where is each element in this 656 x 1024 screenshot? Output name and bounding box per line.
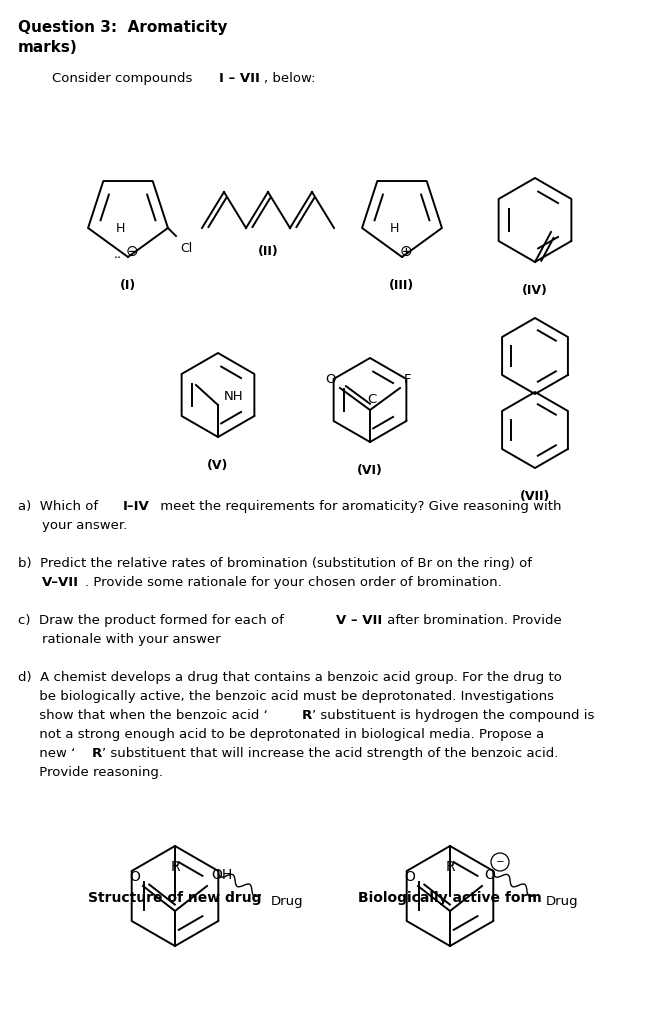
- Text: V–VII: V–VII: [42, 575, 79, 589]
- Text: (V): (V): [207, 459, 229, 472]
- Text: ⋅⋅: ⋅⋅: [114, 253, 122, 265]
- Text: (II): (II): [258, 245, 278, 258]
- Text: ’ substituent is hydrogen the compound is: ’ substituent is hydrogen the compound i…: [312, 709, 594, 722]
- Text: ’ substituent that will increase the acid strength of the benzoic acid.: ’ substituent that will increase the aci…: [102, 746, 558, 760]
- Text: NH: NH: [224, 390, 243, 403]
- Text: V – VII: V – VII: [336, 614, 382, 627]
- Text: I – VII: I – VII: [219, 72, 260, 85]
- Text: O: O: [484, 868, 495, 882]
- Text: . Provide some rationale for your chosen order of bromination.: . Provide some rationale for your chosen…: [85, 575, 502, 589]
- Text: Structure of new drug: Structure of new drug: [89, 891, 262, 905]
- Text: Provide reasoning.: Provide reasoning.: [18, 766, 163, 779]
- Text: O: O: [326, 373, 337, 386]
- Text: , below:: , below:: [264, 72, 316, 85]
- Text: Drug: Drug: [545, 895, 578, 907]
- Text: ⊕: ⊕: [400, 244, 413, 258]
- Text: rationale with your answer: rationale with your answer: [42, 633, 220, 646]
- Text: R: R: [92, 746, 102, 760]
- Text: R: R: [445, 860, 455, 874]
- Text: c)  Draw the product formed for each of: c) Draw the product formed for each of: [18, 614, 288, 627]
- Text: F: F: [404, 373, 411, 386]
- Text: R: R: [302, 709, 312, 722]
- Text: meet the requirements for aromaticity? Give reasoning with: meet the requirements for aromaticity? G…: [156, 500, 562, 513]
- Text: C: C: [367, 393, 377, 406]
- Text: (IV): (IV): [522, 284, 548, 297]
- Text: Drug: Drug: [270, 895, 303, 907]
- Text: O: O: [130, 870, 140, 884]
- Text: not a strong enough acid to be deprotonated in biological media. Propose a: not a strong enough acid to be deprotona…: [18, 728, 544, 741]
- Text: Cl: Cl: [180, 242, 192, 255]
- Text: d)  A chemist develops a drug that contains a benzoic acid group. For the drug t: d) A chemist develops a drug that contai…: [18, 671, 562, 684]
- Text: your answer.: your answer.: [42, 519, 127, 532]
- Text: after bromination. Provide: after bromination. Provide: [383, 614, 562, 627]
- Text: Consider compounds: Consider compounds: [52, 72, 197, 85]
- Text: (VI): (VI): [357, 464, 383, 477]
- Text: (III): (III): [390, 279, 415, 292]
- Text: ⊖: ⊖: [126, 244, 138, 258]
- Text: H: H: [115, 222, 125, 234]
- Text: a)  Which of: a) Which of: [18, 500, 102, 513]
- Text: I–IV: I–IV: [123, 500, 150, 513]
- Text: −: −: [496, 857, 504, 867]
- Text: be biologically active, the benzoic acid must be deprotonated. Investigations: be biologically active, the benzoic acid…: [18, 690, 554, 703]
- Text: marks): marks): [18, 40, 78, 55]
- Text: (I): (I): [120, 279, 136, 292]
- Text: (VII): (VII): [520, 490, 550, 503]
- Text: OH: OH: [211, 868, 232, 882]
- Text: H: H: [389, 222, 399, 234]
- Text: O: O: [405, 870, 415, 884]
- Text: Question 3:  Aromaticity: Question 3: Aromaticity: [18, 20, 228, 35]
- Text: show that when the benzoic acid ‘: show that when the benzoic acid ‘: [18, 709, 268, 722]
- Text: new ‘: new ‘: [18, 746, 75, 760]
- Text: R: R: [170, 860, 180, 874]
- Text: b)  Predict the relative rates of bromination (substitution of Br on the ring) o: b) Predict the relative rates of bromina…: [18, 557, 532, 570]
- Text: Biologically active form: Biologically active form: [358, 891, 542, 905]
